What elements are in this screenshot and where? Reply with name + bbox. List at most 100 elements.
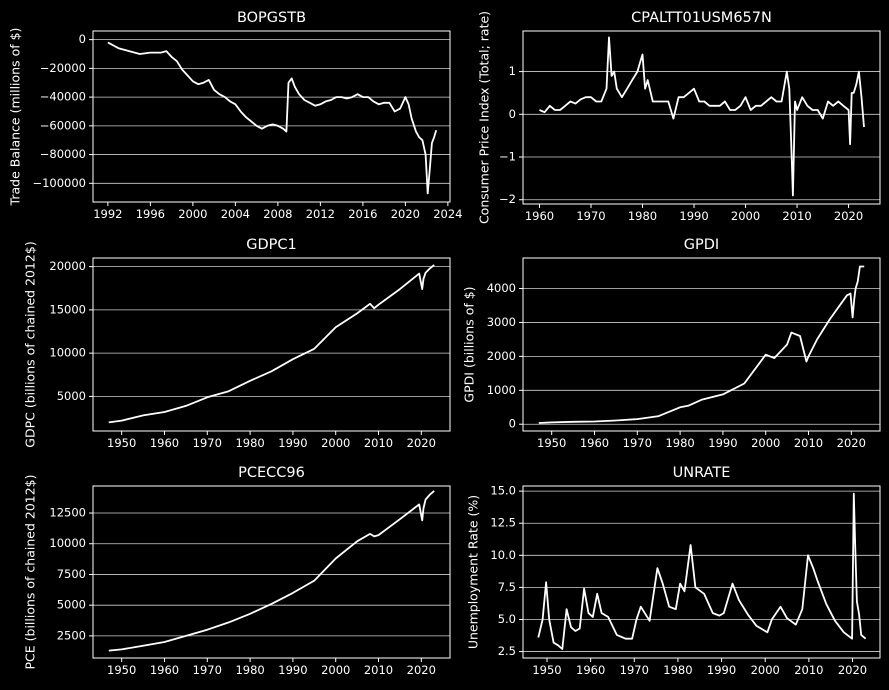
series-line-path bbox=[107, 41, 438, 195]
x-axis-ticks: 1992 1996 2000 2004 2008 2012 2016 2020 2024 bbox=[93, 202, 463, 221]
x-tick-label: 2016 bbox=[348, 207, 377, 221]
series-line-path bbox=[539, 36, 865, 197]
panel-title: PCECC96 bbox=[238, 465, 305, 481]
x-tick-label: 1980 bbox=[665, 436, 694, 450]
x-tick-label: 2010 bbox=[794, 663, 823, 677]
y-axis-label: Consumer Price Index (Total; rate) bbox=[477, 11, 492, 224]
y-tick-label: −20000 bbox=[40, 61, 86, 75]
x-tick-label: 1960 bbox=[150, 663, 179, 677]
y-tick-label: 4000 bbox=[487, 281, 516, 295]
x-tick-label: 1960 bbox=[576, 663, 605, 677]
x-tick-label: 2010 bbox=[794, 436, 823, 450]
y-axis-ticks: 2500 5000 7500 10000 12500 bbox=[49, 506, 93, 642]
y-axis-label: Trade Balance (millions of $) bbox=[8, 28, 23, 207]
x-axis-ticks: 1960 1970 1980 1990 2000 2010 2020 bbox=[525, 204, 863, 223]
y-tick-label: 0 bbox=[509, 107, 516, 121]
panel-unrate: UNRATE Unemployment Rate (%) 1950 1960 197… bbox=[466, 465, 881, 677]
x-tick-label: 1990 bbox=[707, 663, 736, 677]
panel-pcecc96: PCECC96 PCE (billions of chained 2012$) … bbox=[23, 465, 451, 677]
x-tick-label: 1970 bbox=[193, 663, 222, 677]
y-tick-label: 0 bbox=[79, 32, 86, 46]
y-axis-label: PCE (billions of chained 2012$) bbox=[23, 474, 38, 669]
y-tick-label: 3000 bbox=[487, 315, 516, 329]
y-tick-label: 12.5 bbox=[490, 516, 516, 530]
panel-cpaltt01usm657n: CPALTT01USM657N Consumer Price Index (To… bbox=[477, 10, 881, 224]
x-tick-label: 2000 bbox=[178, 207, 207, 221]
x-tick-label: 1950 bbox=[107, 436, 136, 450]
y-axis-label: GPDI (billions of $) bbox=[462, 286, 477, 402]
x-tick-label: 2010 bbox=[364, 663, 393, 677]
x-tick-label: 2020 bbox=[407, 436, 436, 450]
x-tick-label: 2008 bbox=[263, 207, 292, 221]
y-tick-label: 20000 bbox=[49, 259, 86, 273]
y-tick-label: 10000 bbox=[49, 536, 86, 550]
x-tick-label: 2020 bbox=[391, 207, 420, 221]
x-tick-label: 1980 bbox=[235, 663, 264, 677]
x-tick-label: 2000 bbox=[751, 436, 780, 450]
panel-gpdi: GPDI GPDI (billions of $) 1950 1960 1970 19… bbox=[462, 237, 881, 450]
y-axis-ticks: 5000 10000 15000 20000 bbox=[49, 259, 93, 403]
x-tick-label: 1960 bbox=[150, 436, 179, 450]
grid-lines bbox=[93, 39, 450, 184]
x-tick-label: 1970 bbox=[623, 436, 652, 450]
x-tick-label: 2024 bbox=[433, 207, 462, 221]
x-tick-label: 2010 bbox=[364, 436, 393, 450]
x-tick-label: 1980 bbox=[235, 436, 264, 450]
y-tick-label: 15000 bbox=[49, 302, 86, 316]
x-tick-label: 1950 bbox=[532, 663, 561, 677]
panel-title: GDPC1 bbox=[246, 237, 297, 253]
x-tick-label: 1970 bbox=[576, 209, 605, 223]
y-tick-label: −40000 bbox=[40, 90, 86, 104]
axes-frame bbox=[92, 257, 451, 432]
series-line-path bbox=[108, 490, 435, 652]
y-tick-label: 2000 bbox=[487, 349, 516, 363]
x-tick-label: 1970 bbox=[620, 663, 649, 677]
panel-title: BOPGSTB bbox=[237, 10, 306, 26]
x-tick-label: 2020 bbox=[837, 436, 866, 450]
axes-frame bbox=[522, 257, 881, 432]
y-tick-label: 1000 bbox=[487, 383, 516, 397]
x-tick-label: 1990 bbox=[708, 436, 737, 450]
grid-lines bbox=[93, 512, 450, 637]
x-axis-ticks: 1950 1960 1970 1980 1990 2000 2010 2020 bbox=[107, 431, 436, 450]
axes-frame bbox=[92, 485, 451, 659]
y-tick-label: 1 bbox=[509, 64, 516, 78]
y-tick-label: 7.5 bbox=[498, 580, 516, 594]
series-line bbox=[108, 264, 435, 424]
x-tick-label: 1950 bbox=[107, 663, 136, 677]
x-tick-label: 1980 bbox=[628, 209, 657, 223]
x-tick-label: 1980 bbox=[663, 663, 692, 677]
x-tick-label: 1990 bbox=[679, 209, 708, 223]
x-tick-label: 1960 bbox=[525, 209, 554, 223]
y-tick-label: 2.5 bbox=[498, 644, 516, 658]
x-tick-label: 2020 bbox=[407, 663, 436, 677]
y-tick-label: −80000 bbox=[40, 147, 86, 161]
panel-title: UNRATE bbox=[673, 465, 731, 481]
y-tick-label: −100000 bbox=[32, 176, 86, 190]
grid-lines bbox=[523, 490, 880, 652]
grid-lines bbox=[93, 266, 450, 397]
y-tick-label: 15.0 bbox=[490, 484, 516, 498]
x-axis-ticks: 1950 1960 1970 1980 1990 2000 2010 2020 bbox=[537, 431, 866, 450]
x-axis-ticks: 1950 1960 1970 1980 1990 2000 2010 2020 bbox=[532, 658, 867, 677]
axes-frame bbox=[522, 30, 881, 205]
x-tick-label: 1990 bbox=[278, 663, 307, 677]
x-tick-label: 1992 bbox=[93, 207, 122, 221]
y-tick-label: −1 bbox=[499, 150, 516, 164]
series-line bbox=[537, 492, 867, 650]
series-line bbox=[108, 490, 435, 652]
y-tick-label: 5000 bbox=[57, 598, 86, 612]
x-tick-label: 1996 bbox=[136, 207, 165, 221]
axes-frame bbox=[92, 30, 451, 203]
y-tick-label: 5000 bbox=[57, 389, 86, 403]
panel-title: GPDI bbox=[684, 237, 719, 253]
y-tick-label: 2500 bbox=[57, 628, 86, 642]
x-tick-label: 2000 bbox=[321, 663, 350, 677]
y-axis-label: Unemployment Rate (%) bbox=[466, 495, 481, 649]
y-tick-label: −60000 bbox=[40, 118, 86, 132]
x-tick-label: 2020 bbox=[834, 209, 863, 223]
x-tick-label: 2020 bbox=[838, 663, 867, 677]
x-tick-label: 2000 bbox=[731, 209, 760, 223]
